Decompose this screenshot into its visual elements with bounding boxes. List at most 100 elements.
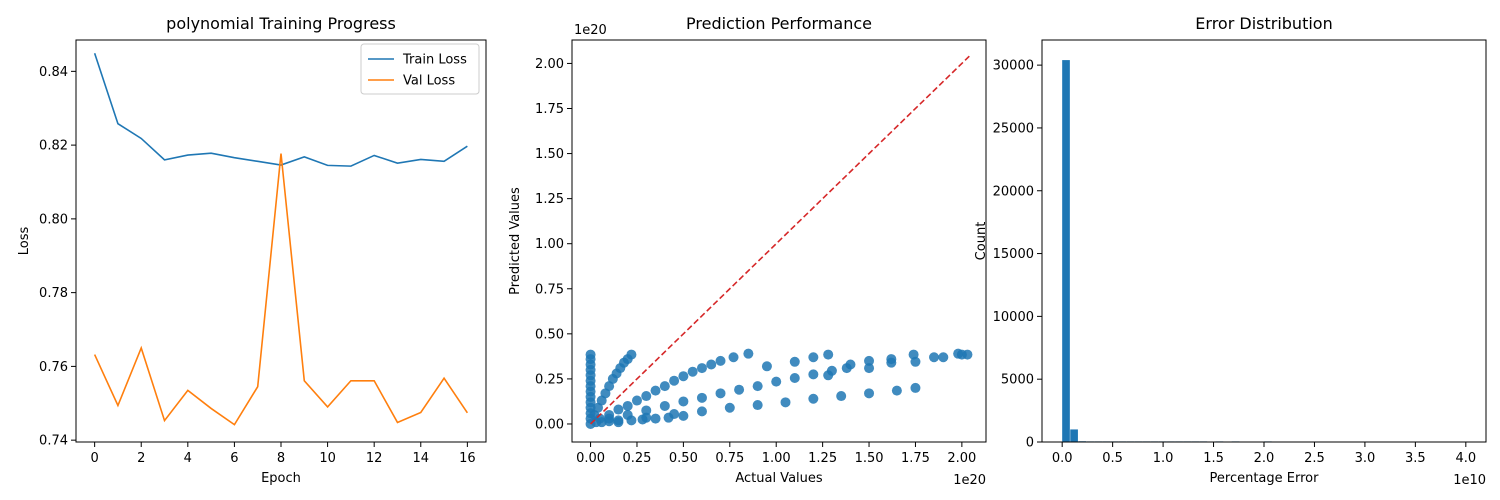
error-distribution-chart: 0.0 0.5 1.0 1.5 2.0 2.5 3.0 3.5 4.0 0 5000 10000 150… bbox=[974, 14, 1487, 488]
chart-title: Prediction Performance bbox=[686, 14, 872, 33]
legend-label: Train Loss bbox=[402, 53, 467, 68]
scatter-point bbox=[706, 359, 717, 370]
y-axis-label: Count bbox=[974, 222, 989, 261]
scatter-point bbox=[596, 417, 607, 428]
scatter-point bbox=[761, 361, 772, 372]
scatter-point bbox=[696, 392, 707, 403]
x-offset-label: 1e10 bbox=[1453, 473, 1486, 488]
y-tick-label: 1.25 bbox=[535, 192, 564, 207]
x-tick-label: 16 bbox=[459, 451, 476, 466]
x-tick-label: 3.0 bbox=[1355, 451, 1376, 466]
scatter-point bbox=[678, 396, 689, 407]
x-axis-label: Percentage Error bbox=[1210, 471, 1320, 486]
val-loss-line bbox=[93, 153, 469, 426]
x-tick-label: 4 bbox=[184, 451, 192, 466]
x-tick-label: 6 bbox=[230, 451, 238, 466]
x-tick-label: 1.00 bbox=[762, 451, 791, 466]
scatter-point bbox=[650, 385, 661, 396]
scatter-point bbox=[669, 375, 680, 386]
scatter-point bbox=[696, 363, 707, 374]
scatter-point bbox=[929, 352, 940, 363]
y-tick-label: 25000 bbox=[993, 121, 1034, 136]
scatter-point bbox=[613, 404, 624, 415]
scatter-point bbox=[678, 371, 689, 382]
plot-frame bbox=[571, 39, 987, 443]
scatter-point bbox=[641, 405, 652, 416]
x-tick-label: 2.5 bbox=[1304, 451, 1325, 466]
scatter-point bbox=[604, 416, 615, 427]
training-progress-chart: 0 2 4 6 8 10 12 14 16 0.74 0.76 0.78 0.80 0.82 0.84 pol… bbox=[17, 14, 487, 486]
scatter-point bbox=[836, 391, 847, 402]
x-tick-label: 0.00 bbox=[576, 451, 605, 466]
scatter-point bbox=[864, 388, 875, 399]
scatter-point bbox=[938, 352, 949, 363]
x-tick-label: 0.0 bbox=[1052, 451, 1073, 466]
scatter-point bbox=[743, 348, 754, 359]
y-tick-label: 0.74 bbox=[39, 434, 68, 449]
x-tick-label: 1.75 bbox=[901, 451, 930, 466]
x-offset-label: 1e20 bbox=[953, 473, 986, 488]
x-tick-label: 2.0 bbox=[1254, 451, 1275, 466]
scatter-point bbox=[715, 388, 726, 399]
plot-area bbox=[585, 55, 973, 429]
scatter-point bbox=[728, 352, 739, 363]
scatter-point bbox=[631, 395, 642, 406]
x-axis-label: Epoch bbox=[261, 471, 301, 486]
y-tick-label: 15000 bbox=[993, 247, 1034, 262]
legend-box bbox=[360, 43, 480, 95]
chart-title: polynomial Training Progress bbox=[166, 14, 396, 33]
scatter-point bbox=[752, 381, 763, 392]
scatter-point bbox=[734, 384, 745, 395]
scatter-point bbox=[637, 414, 648, 425]
y-axis-label: Predicted Values bbox=[508, 187, 523, 295]
y-offset-label: 1e20 bbox=[574, 23, 607, 38]
y-tick-label: 0.75 bbox=[535, 282, 564, 297]
y-tick-label: 0.50 bbox=[535, 327, 564, 342]
plot-frame bbox=[75, 39, 487, 443]
scatter-point bbox=[808, 393, 819, 404]
x-tick-label: 1.0 bbox=[1153, 451, 1174, 466]
y-tick-label: 0 bbox=[1026, 436, 1034, 451]
scatter-point bbox=[613, 417, 624, 428]
plot-frame bbox=[1041, 39, 1487, 443]
y-tick-label: 1.75 bbox=[535, 102, 564, 117]
y-tick-label: 20000 bbox=[993, 184, 1034, 199]
scatter-point bbox=[808, 369, 819, 380]
x-tick-label: 0.75 bbox=[715, 451, 744, 466]
x-tick-label: 0.25 bbox=[623, 451, 652, 466]
y-axis-label: Loss bbox=[17, 227, 32, 256]
scatter-point bbox=[622, 400, 633, 411]
scatter-point bbox=[910, 356, 921, 367]
scatter-point bbox=[650, 413, 661, 424]
scatter-point bbox=[864, 363, 875, 374]
scatter-point bbox=[687, 366, 698, 377]
scatter-point bbox=[956, 349, 967, 360]
y-tick-label: 1.50 bbox=[535, 147, 564, 162]
x-tick-label: 8 bbox=[277, 451, 285, 466]
scatter-point bbox=[585, 349, 596, 360]
chart-title: Error Distribution bbox=[1195, 14, 1332, 33]
scatter-point bbox=[808, 352, 819, 363]
x-tick-label: 1.50 bbox=[855, 451, 884, 466]
scatter-point bbox=[886, 357, 897, 368]
y-tick-label: 2.00 bbox=[535, 57, 564, 72]
x-tick-label: 4.0 bbox=[1455, 451, 1476, 466]
scatter-point bbox=[696, 406, 707, 417]
x-axis-label: Actual Values bbox=[735, 471, 823, 486]
y-tick-label: 0.00 bbox=[535, 417, 564, 432]
scatter-point bbox=[678, 410, 689, 421]
y-tick-label: 10000 bbox=[993, 310, 1034, 325]
x-tick-label: 1.5 bbox=[1203, 451, 1224, 466]
histogram-bar bbox=[1070, 429, 1078, 442]
train-loss-line bbox=[93, 53, 468, 167]
scatter-point bbox=[663, 412, 674, 423]
scatter-point bbox=[626, 415, 637, 426]
y-tick-label: 0.80 bbox=[39, 212, 68, 227]
scatter-point bbox=[789, 373, 800, 383]
y-tick-label: 0.78 bbox=[39, 286, 68, 301]
scatter-point bbox=[626, 349, 637, 360]
prediction-performance-chart: 0.00 0.25 0.50 0.75 1.00 1.25 1.50 1.75 2.00 0.00… bbox=[508, 14, 987, 488]
scatter-point bbox=[891, 385, 902, 396]
y-tick-label: 0.76 bbox=[39, 360, 68, 375]
